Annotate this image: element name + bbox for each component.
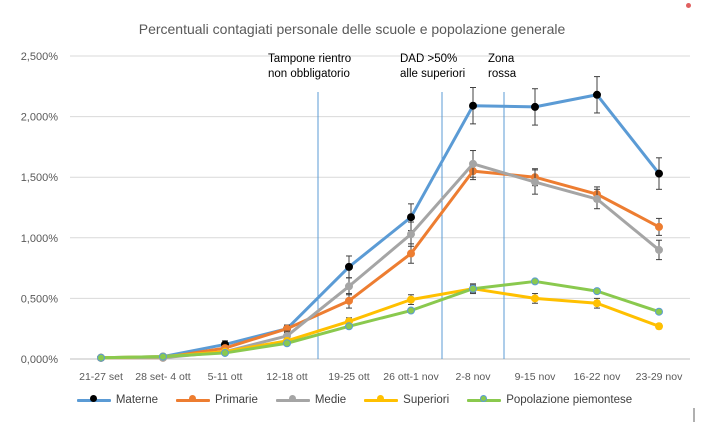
annotation-line-text: DAD >50% bbox=[400, 53, 457, 65]
annotation-line-text: rossa bbox=[488, 68, 517, 80]
x-tick-label: 23-29 nov bbox=[636, 371, 683, 383]
data-point bbox=[593, 195, 601, 204]
data-point bbox=[469, 101, 477, 110]
data-point bbox=[655, 222, 663, 231]
data-point bbox=[655, 307, 663, 316]
data-point bbox=[407, 306, 415, 315]
legend-swatch-popolazione-piemontese bbox=[467, 394, 502, 406]
x-tick-label: 5-11 ott bbox=[208, 371, 243, 383]
y-tick-label: 2,000% bbox=[21, 112, 59, 124]
annotation-text: DAD >50% alle superiori bbox=[400, 53, 465, 80]
y-tick-label: 0,500% bbox=[21, 293, 59, 305]
x-tick-label: 21-27 set bbox=[79, 371, 123, 383]
series-line bbox=[100, 93, 661, 360]
data-point bbox=[655, 322, 663, 331]
data-point bbox=[531, 178, 539, 187]
x-tick-label: 26 ott-1 nov bbox=[383, 371, 439, 383]
series-lines bbox=[97, 76, 663, 362]
legend-swatch-medie bbox=[275, 394, 310, 406]
legend-item-primarie: Primarie bbox=[176, 394, 258, 406]
data-point bbox=[283, 339, 291, 348]
legend-swatch-superiori bbox=[364, 394, 399, 406]
series-line bbox=[101, 169, 660, 360]
x-tick-label: 12-18 ott bbox=[266, 371, 308, 383]
annotation-line-text: Zona bbox=[488, 53, 515, 65]
x-tick-label: 19-25 ott bbox=[328, 371, 370, 383]
data-point bbox=[593, 287, 601, 296]
annotation-line-text: Tampone rientro bbox=[268, 53, 351, 65]
data-point bbox=[469, 159, 477, 168]
legend-item-medie: Medie bbox=[275, 394, 347, 406]
window-edge-marker bbox=[693, 408, 695, 422]
legend-item-popolazione-piemontese: Popolazione piemontese bbox=[467, 394, 632, 406]
legend-label-primarie: Primarie bbox=[215, 394, 258, 406]
legend-swatch-primarie bbox=[176, 394, 211, 406]
legend-item-materne: Materne bbox=[76, 394, 159, 406]
y-tick-label: 0,000% bbox=[21, 354, 59, 366]
legend-label-popolazione-piemontese: Popolazione piemontese bbox=[506, 394, 633, 406]
x-tick-label: 9-15 nov bbox=[515, 371, 557, 383]
series-superiori bbox=[97, 283, 663, 362]
data-point bbox=[531, 277, 539, 286]
data-point bbox=[407, 295, 415, 304]
annotation-text: Zona rossa bbox=[488, 53, 517, 80]
legend-label-superiori: Superiori bbox=[403, 394, 450, 406]
data-point bbox=[531, 102, 539, 111]
data-point bbox=[97, 353, 105, 362]
data-point bbox=[345, 282, 353, 291]
data-point bbox=[407, 213, 415, 222]
legend-label-medie: Medie bbox=[314, 394, 347, 406]
data-point bbox=[655, 245, 663, 254]
series-line bbox=[100, 287, 660, 360]
series-line bbox=[100, 279, 660, 360]
data-point bbox=[655, 169, 663, 178]
x-axis-tick-labels: 21-27 set 28 set- 4 ott 5-11 ott 12-18 ott 1… bbox=[79, 371, 683, 383]
data-point bbox=[593, 90, 601, 99]
y-tick-label: 2,500% bbox=[21, 51, 59, 63]
data-point bbox=[159, 352, 167, 361]
grid-lines bbox=[70, 55, 690, 360]
corner-mark-icon bbox=[686, 3, 691, 8]
data-point bbox=[593, 299, 601, 308]
annotation-line-text: non obbligatorio bbox=[268, 68, 350, 80]
legend-swatch-materne bbox=[76, 394, 111, 406]
legend-item-superiori: Superiori bbox=[364, 394, 449, 406]
x-tick-label: 2-8 nov bbox=[455, 371, 491, 383]
annotation-text: Tampone rientro non obbligatorio bbox=[268, 53, 351, 80]
series-line bbox=[101, 162, 660, 360]
x-tick-label: 16-22 nov bbox=[574, 371, 621, 383]
chart-legend: Materne Primarie Medie Superiori Popolaz… bbox=[0, 394, 709, 406]
x-tick-label: 28 set- 4 ott bbox=[135, 371, 191, 383]
data-point bbox=[345, 262, 353, 271]
data-point bbox=[531, 294, 539, 303]
series-popolazione-piemontese bbox=[97, 277, 663, 362]
annotation-line-text: alle superiori bbox=[400, 68, 465, 80]
legend-label-materne: Materne bbox=[115, 394, 159, 406]
y-axis-tick-labels: 0,000% 0,500% 1,000% 1,500% 2,000% 2,500% bbox=[21, 51, 59, 366]
data-point bbox=[407, 249, 415, 258]
data-point bbox=[221, 348, 229, 357]
series-medie bbox=[97, 150, 663, 362]
data-point bbox=[469, 284, 477, 293]
chart-title: Percentuali contagiati personale delle s… bbox=[139, 21, 566, 37]
y-tick-label: 1,000% bbox=[21, 233, 59, 245]
data-point bbox=[345, 322, 353, 331]
annotations: Tampone rientro non obbligatorio DAD >50% a… bbox=[268, 53, 517, 359]
y-tick-label: 1,500% bbox=[21, 172, 59, 184]
data-point bbox=[345, 296, 353, 305]
data-point bbox=[407, 230, 415, 239]
